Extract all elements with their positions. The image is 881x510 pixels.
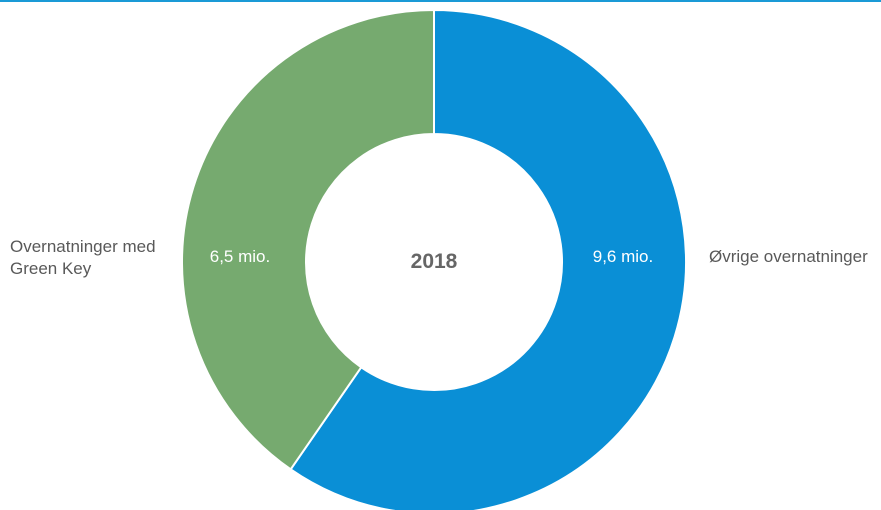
value-label-green-key: 6,5 mio. (210, 247, 270, 266)
donut-slices (181, 8, 687, 510)
slice-ovrige (289, 8, 687, 510)
category-label-green-key-line-2: Green Key (10, 259, 92, 278)
value-label-ovrige: 9,6 mio. (593, 247, 653, 266)
category-label-green-key: Overnatninger med Green Key (10, 237, 160, 278)
top-rule (0, 0, 881, 2)
center-year-label: 2018 (411, 250, 458, 273)
category-label-ovrige: Øvrige overnatninger (709, 247, 868, 266)
slice-green-key (181, 8, 435, 471)
category-label-green-key-line-1: Overnatninger med (10, 237, 156, 256)
